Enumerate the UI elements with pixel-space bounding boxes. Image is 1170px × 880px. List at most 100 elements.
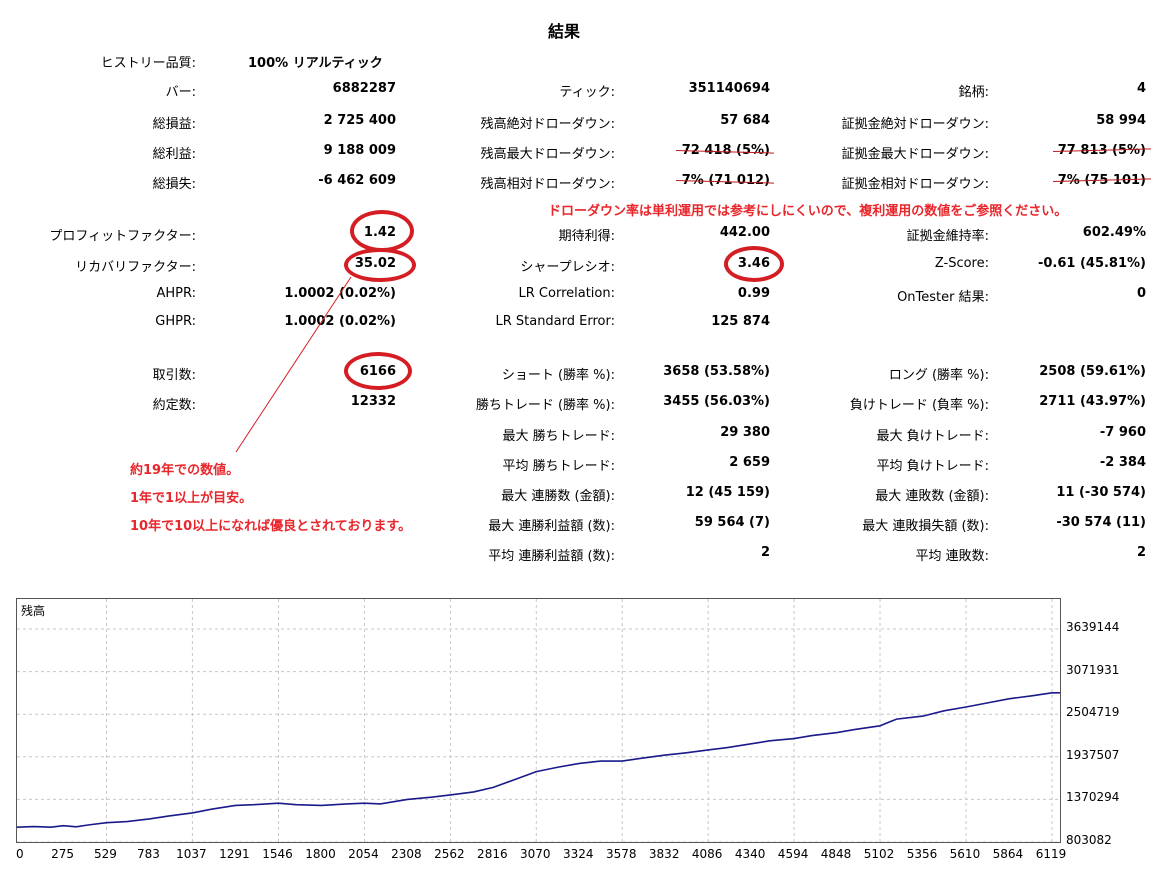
col2-label: LR Standard Error: (495, 314, 615, 329)
col2-value: 7% (71 012) (681, 173, 770, 188)
col2-value: 29 380 (720, 425, 770, 440)
col1-label: 取引数: (152, 368, 196, 383)
x-tick-label: 2816 (477, 847, 508, 861)
x-tick-label: 3324 (562, 847, 594, 861)
col3-label: 証拠金相対ドローダウン: (841, 177, 989, 192)
col3-value: 77 813 (5%) (1057, 143, 1146, 158)
years-note-line-3: 10年で10以上になれば優良とされております。 (130, 519, 412, 534)
years-note-line-2: 1年で1以上が目安。 (130, 491, 253, 506)
col3-label: OnTester 結果: (897, 290, 989, 305)
col1-label: 総利益: (152, 147, 196, 162)
col1-label: 総損益: (152, 117, 196, 132)
col2-value: 0.99 (737, 286, 770, 301)
years-note-line-1: 約19年での数値。 (130, 463, 240, 478)
col2-value: 351140694 (688, 81, 770, 96)
col3-label: 最大 連敗損失額 (数): (862, 519, 989, 534)
x-tick-label: 4848 (820, 847, 852, 861)
x-tick-label: 3832 (648, 847, 680, 861)
col2-value: 2 659 (729, 455, 770, 470)
col2-value: 12 (45 159) (685, 485, 770, 500)
col1-label: リカバリファクター: (75, 260, 196, 275)
x-tick-label: 3070 (520, 847, 551, 861)
col1-value: -6 462 609 (318, 173, 396, 188)
x-tick-label: 2308 (391, 847, 422, 861)
y-tick-label: 2504719 (1066, 705, 1120, 720)
col2-label: ショート (勝率 %): (501, 368, 615, 383)
col2-label: 最大 勝ちトレード: (502, 429, 615, 444)
col1-value: 1.0002 (0.02%) (284, 314, 396, 329)
y-tick-label: 3639144 (1066, 620, 1120, 634)
col2-label: 残高相対ドローダウン: (480, 177, 615, 192)
col2-label: 残高最大ドローダウン: (480, 147, 615, 162)
col2-label: LR Correlation: (518, 286, 615, 301)
col3-label: 平均 負けトレード: (876, 459, 989, 474)
balance-series-line (17, 692, 1060, 829)
col3-value: 7% (75 101) (1057, 173, 1146, 188)
col3-value: 2 (1136, 545, 1146, 560)
x-tick-label: 783 (136, 847, 160, 861)
col1-value: 12332 (350, 394, 396, 409)
x-tick-label: 529 (94, 847, 117, 861)
x-tick-label: 4086 (691, 847, 723, 861)
col2-value: 59 564 (7) (694, 515, 770, 530)
col2-label: 期待利得: (558, 229, 615, 244)
x-tick-label: 4594 (777, 847, 809, 861)
col2-label: 勝ちトレード (勝率 %): (475, 398, 615, 413)
x-tick-label: 1546 (262, 847, 293, 861)
x-tick-label: 5356 (906, 847, 938, 861)
col2-label: ティック: (559, 85, 615, 100)
col3-label: 平均 連敗数: (915, 549, 989, 564)
col3-value: 11 (-30 574) (1056, 485, 1146, 500)
col3-value: -0.61 (45.81%) (1037, 256, 1146, 271)
col3-value: 602.49% (1082, 225, 1146, 240)
col3-value: -30 574 (11) (1056, 515, 1146, 530)
x-tick-label: 4340 (734, 847, 766, 861)
col1-label: 総損失: (152, 177, 196, 192)
x-tick-label: 1800 (305, 847, 336, 861)
col2-value: 125 874 (711, 314, 770, 329)
y-tick-label: 3071931 (1066, 662, 1120, 677)
col3-value: -7 960 (1099, 425, 1146, 440)
x-tick-label: 5864 (992, 847, 1024, 861)
highlight-sharpe-ratio (724, 246, 784, 282)
col2-value: 57 684 (720, 113, 770, 128)
x-tick-label: 1291 (219, 847, 250, 861)
y-tick-label: 803082 (1066, 833, 1112, 847)
col1-label: 約定数: (152, 398, 196, 413)
col2-label: 最大 連勝数 (金額): (501, 489, 615, 504)
col1-value: 2 725 400 (323, 113, 396, 128)
x-tick-label: 2562 (434, 847, 465, 861)
col3-label: 銘柄: (958, 85, 989, 100)
col2-value: 72 418 (5%) (681, 143, 770, 158)
balance-chart: 残高 (16, 598, 1061, 843)
x-tick-label: 275 (51, 847, 74, 861)
col1-label: プロフィットファクター: (49, 229, 196, 244)
col1-value: 9 188 009 (323, 143, 396, 158)
col3-value: 2508 (59.61%) (1039, 364, 1146, 379)
history-quality-value: 100% リアルティック (248, 56, 383, 71)
chart-plot (17, 599, 1060, 842)
col2-value: 3658 (53.58%) (663, 364, 770, 379)
page-title: 結果 (548, 22, 581, 41)
x-tick-label: 6119 (1035, 847, 1067, 861)
col2-value: 442.00 (719, 225, 770, 240)
x-tick-label: 0 (16, 847, 24, 861)
col3-label: 証拠金維持率: (906, 229, 989, 244)
col3-value: 0 (1136, 286, 1146, 301)
col3-label: ロング (勝率 %): (888, 368, 989, 383)
col3-value: 58 994 (1096, 113, 1146, 128)
highlight-trade-count (344, 352, 412, 390)
col2-label: シャープレシオ: (520, 260, 615, 275)
col3-value: -2 384 (1099, 455, 1146, 470)
col1-label: バー: (165, 85, 196, 100)
chart-title: 残高 (21, 604, 46, 618)
col3-label: 最大 連敗数 (金額): (875, 489, 989, 504)
col2-label: 最大 連勝利益額 (数): (488, 519, 615, 534)
y-tick-label: 1370294 (1066, 790, 1120, 805)
col1-value: 6882287 (332, 81, 396, 96)
col3-value: 4 (1136, 81, 1146, 96)
col1-label: GHPR: (155, 314, 196, 329)
drawdown-note: ドローダウン率は単利運用では参考にしにくいので、複利運用の数値をご参照ください。 (548, 204, 1068, 219)
col3-label: Z-Score: (934, 256, 989, 271)
col2-value: 2 (760, 545, 770, 560)
